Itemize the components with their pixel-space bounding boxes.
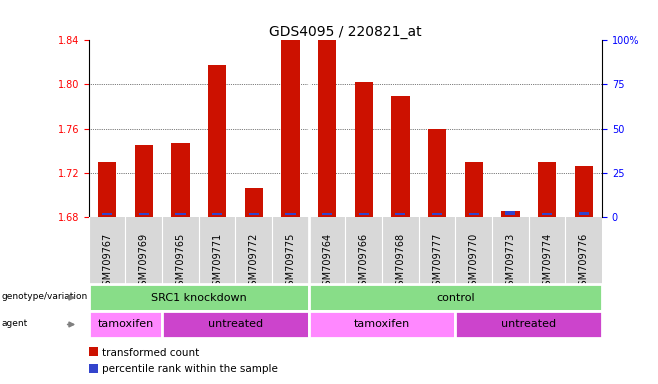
Bar <box>89 364 98 373</box>
Bar <box>428 129 446 217</box>
Bar <box>89 284 309 311</box>
Bar <box>249 213 259 215</box>
Bar <box>309 284 602 311</box>
Bar <box>574 166 593 217</box>
Text: control: control <box>436 293 474 303</box>
Text: transformed count: transformed count <box>102 348 199 358</box>
Bar <box>89 347 98 356</box>
Bar <box>89 311 162 338</box>
Bar <box>359 213 369 215</box>
Text: untreated: untreated <box>501 319 556 329</box>
Bar <box>432 213 442 215</box>
Bar <box>542 213 552 215</box>
Bar <box>465 162 483 217</box>
Bar <box>98 162 116 217</box>
Bar <box>318 40 336 217</box>
Bar <box>176 213 186 215</box>
Bar <box>171 143 190 217</box>
Bar <box>139 213 149 215</box>
Text: untreated: untreated <box>208 319 263 329</box>
Text: agent: agent <box>2 319 28 328</box>
Bar <box>282 40 299 217</box>
Bar <box>245 188 263 217</box>
Bar <box>501 212 520 217</box>
Bar <box>395 213 405 215</box>
Bar <box>455 311 602 338</box>
Bar <box>135 145 153 217</box>
Text: tamoxifen: tamoxifen <box>354 319 410 329</box>
Text: tamoxifen: tamoxifen <box>97 319 153 329</box>
Bar <box>578 212 589 215</box>
Bar <box>102 213 113 215</box>
Bar <box>309 311 455 338</box>
Bar <box>468 213 479 215</box>
Bar <box>392 96 409 217</box>
Bar <box>505 211 515 215</box>
Bar <box>355 82 373 217</box>
Text: SRC1 knockdown: SRC1 knockdown <box>151 293 247 303</box>
Text: genotype/variation: genotype/variation <box>2 292 88 301</box>
Bar <box>286 213 295 215</box>
Bar <box>212 213 222 215</box>
Bar <box>208 65 226 217</box>
Bar <box>538 162 556 217</box>
Title: GDS4095 / 220821_at: GDS4095 / 220821_at <box>269 25 422 39</box>
Bar <box>162 311 309 338</box>
Text: percentile rank within the sample: percentile rank within the sample <box>102 364 278 374</box>
Bar <box>322 213 332 215</box>
